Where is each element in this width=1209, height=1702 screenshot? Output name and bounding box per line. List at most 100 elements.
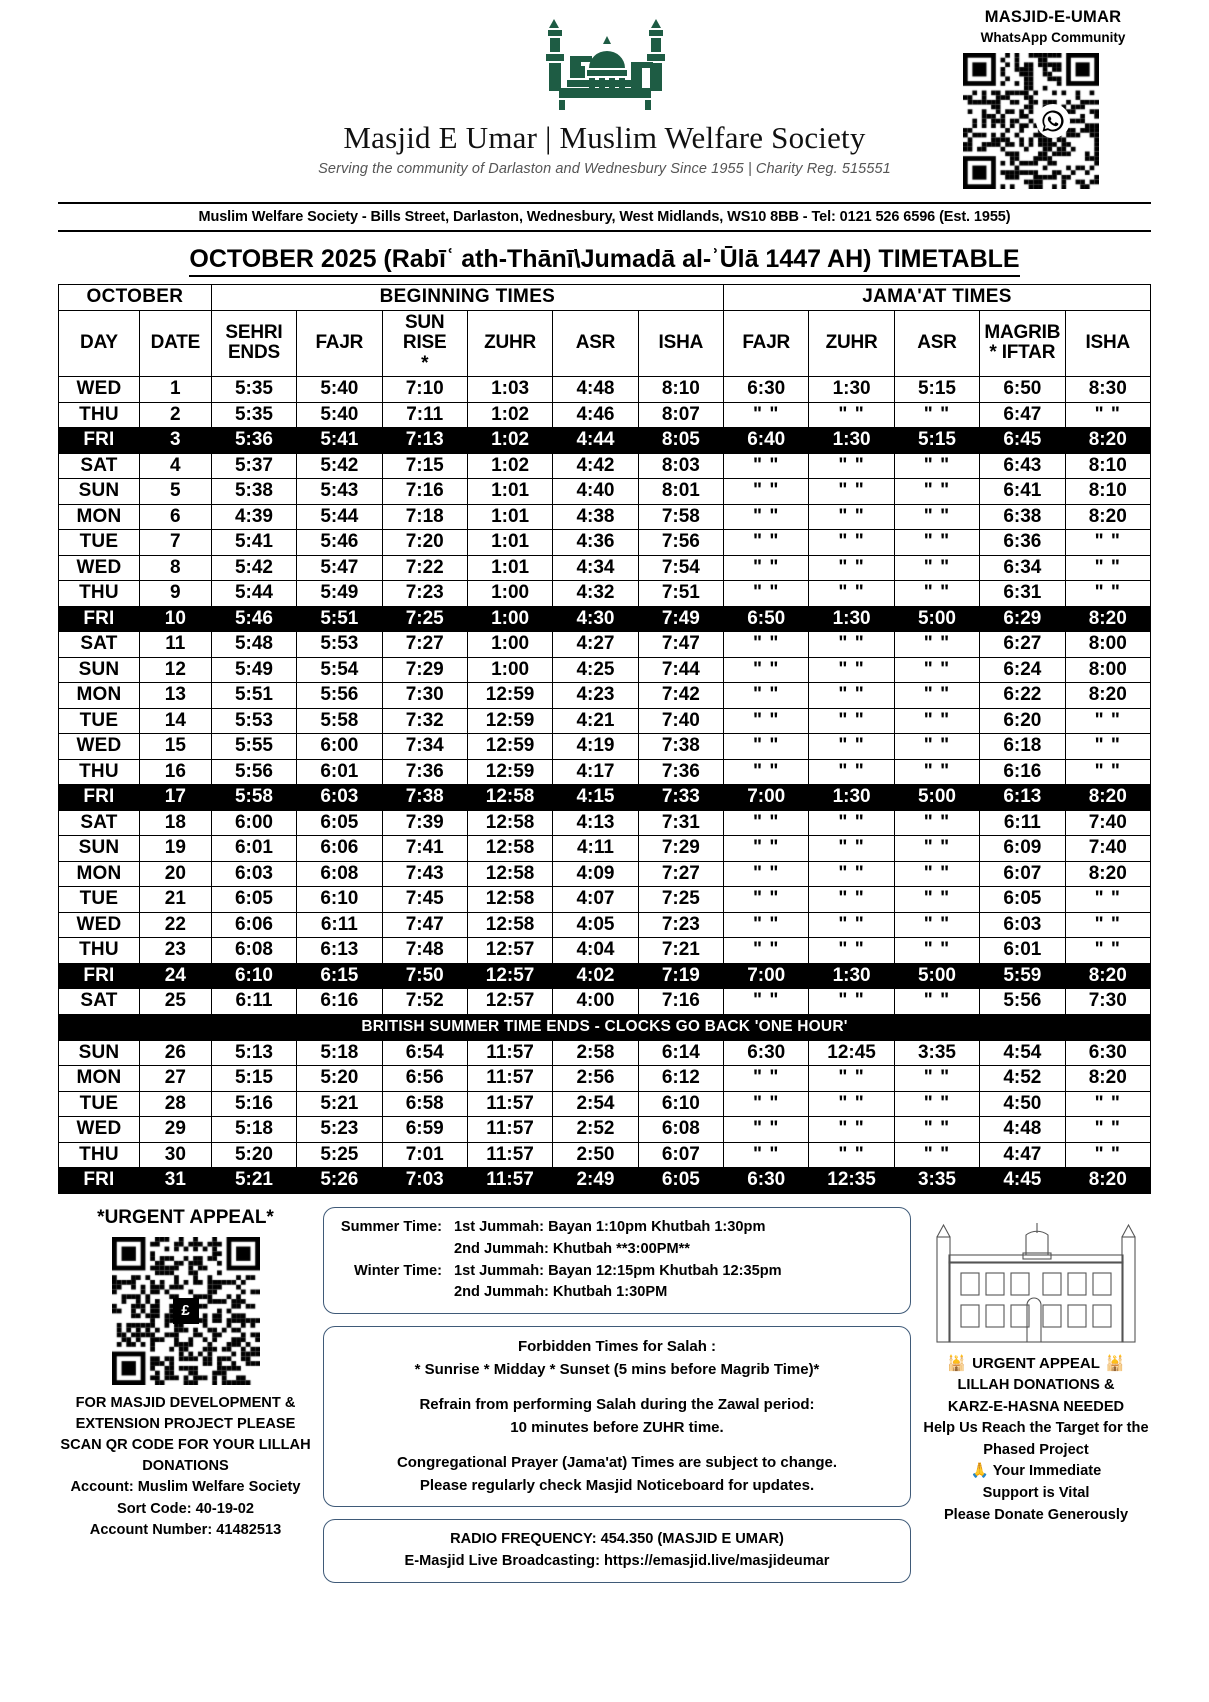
- cell-bfajr: 5:56: [296, 682, 383, 709]
- donation-details: FOR MASJID DEVELOPMENT & EXTENSION PROJEC…: [58, 1393, 313, 1541]
- cell-jasr: 3:35: [893, 1039, 981, 1067]
- donation-qr-code[interactable]: £: [58, 1236, 313, 1385]
- cell-sehri: 5:53: [210, 707, 298, 735]
- cell-sehri: 5:37: [210, 452, 298, 480]
- cell-jisha: 8:20: [1064, 860, 1152, 888]
- cell-sun: 7:15: [381, 452, 468, 480]
- cell-jzuhr: " ": [808, 733, 895, 760]
- cell-sun: 7:18: [381, 503, 468, 531]
- cell-day: FRI: [58, 962, 140, 990]
- cell-jisha: " ": [1064, 937, 1152, 964]
- divider-top: [58, 202, 1151, 204]
- radio-line-0: RADIO FREQUENCY: 454.350 (MASJID E UMAR): [450, 1531, 784, 1548]
- cell-day: SAT: [58, 452, 140, 480]
- cell-basr: 4:07: [552, 886, 639, 913]
- cell-jasr: " ": [893, 1116, 981, 1143]
- cell-basr: 4:21: [552, 707, 639, 735]
- cell-jasr: " ": [893, 478, 981, 505]
- cell-bzuhr: 11:57: [466, 1090, 554, 1118]
- jummah-value: 1st Jummah: Bayan 12:15pm Khutbah 12:35p…: [454, 1262, 782, 1279]
- cell-day: SUN: [58, 478, 140, 505]
- cell-sun: 7:16: [381, 478, 468, 505]
- cell-day: TUE: [58, 1090, 140, 1118]
- cell-day: FRI: [58, 427, 140, 454]
- cell-bisha: 7:21: [637, 937, 725, 964]
- cell-jisha: " ": [1064, 580, 1152, 607]
- cell-bisha: 7:44: [637, 656, 725, 684]
- cell-magrib: 6:07: [979, 860, 1066, 888]
- cell-sehri: 5:13: [210, 1039, 298, 1067]
- table-row: WED 1 5:35 5:40 7:10 1:03 4:48 8:10 6:30 1:30 5:15…: [58, 376, 1152, 403]
- jummah-value: 2nd Jummah: Khutbah **3:00PM**: [454, 1240, 690, 1257]
- cell-jzuhr: " ": [808, 1090, 895, 1118]
- cell-jisha: " ": [1064, 1141, 1152, 1169]
- cell-magrib: 6:43: [979, 452, 1066, 480]
- cell-bisha: 7:54: [637, 554, 725, 582]
- cell-date: 11: [138, 631, 212, 658]
- cell-day: WED: [58, 1116, 140, 1143]
- cell-jasr: " ": [893, 733, 981, 760]
- cell-sehri: 4:39: [210, 503, 298, 531]
- cell-bzuhr: 12:58: [466, 835, 554, 862]
- cell-bzuhr: 12:57: [466, 962, 554, 990]
- cell-day: TUE: [58, 886, 140, 913]
- cell-bfajr: 6:16: [296, 988, 383, 1015]
- cell-sun: 6:54: [381, 1039, 468, 1067]
- jummah-label: Winter Time:: [354, 1262, 442, 1279]
- cell-bfajr: 5:25: [296, 1141, 383, 1169]
- cell-date: 4: [138, 452, 212, 480]
- cell-jisha: 8:20: [1064, 784, 1152, 811]
- cell-jfajr: 7:00: [723, 784, 810, 811]
- masjid-title: Masjid E Umar | Muslim Welfare Society: [343, 120, 866, 155]
- cell-date: 15: [138, 733, 212, 760]
- bst-notice-row: BRITISH SUMMER TIME ENDS - CLOCKS GO BAC…: [58, 1013, 1151, 1041]
- cell-bfajr: 5:40: [296, 376, 383, 403]
- cell-jfajr: " ": [723, 1065, 810, 1092]
- donation-line-6: Account Number: 41482513: [89, 1521, 282, 1538]
- cell-date: 10: [138, 605, 212, 633]
- cell-jfajr: " ": [723, 656, 810, 684]
- cell-sun: 7:01: [381, 1141, 468, 1169]
- cell-basr: 4:04: [552, 937, 639, 964]
- mosque-glyph-icon: 🕌: [1105, 1354, 1125, 1372]
- column-header-bisha: ISHA: [637, 309, 725, 378]
- cell-sehri: 6:08: [210, 937, 298, 964]
- whatsapp-community-block: MASJID-E-UMAR WhatsApp Community: [963, 8, 1143, 189]
- cell-jzuhr: " ": [808, 631, 895, 658]
- cell-day: THU: [58, 937, 140, 964]
- cell-date: 23: [138, 937, 212, 964]
- cell-jisha: 8:20: [1064, 682, 1152, 709]
- cell-sehri: 5:36: [210, 427, 298, 454]
- cell-jfajr: " ": [723, 401, 810, 429]
- cell-sehri: 5:49: [210, 656, 298, 684]
- cell-sun: 7:22: [381, 554, 468, 582]
- cell-bfajr: 5:51: [296, 605, 383, 633]
- cell-sehri: 5:35: [210, 376, 298, 403]
- cell-bzuhr: 1:02: [466, 401, 554, 429]
- cell-jzuhr: " ": [808, 835, 895, 862]
- cell-jzuhr: 1:30: [808, 605, 895, 633]
- cell-jfajr: " ": [723, 452, 810, 480]
- cell-jfajr: 6:30: [723, 376, 810, 403]
- right-line-0: LILLAH DONATIONS &: [957, 1376, 1115, 1393]
- cell-jasr: 5:00: [893, 605, 981, 633]
- cell-basr: 4:32: [552, 580, 639, 607]
- praying-hands-icon: 🙏: [970, 1463, 989, 1480]
- forbidden-line-5: Please regularly check Masjid Noticeboar…: [419, 1476, 815, 1494]
- cell-sun: 7:38: [381, 784, 468, 811]
- cell-jasr: 3:35: [893, 1167, 981, 1194]
- donation-line-3: DONATIONS: [142, 1458, 229, 1475]
- cell-sun: 7:39: [381, 809, 468, 837]
- cell-date: 1: [138, 376, 212, 403]
- cell-basr: 4:25: [552, 656, 639, 684]
- cell-date: 16: [138, 758, 212, 786]
- urgent-appeal-left: *URGENT APPEAL* £ FOR MASJID DEVELOPMENT…: [58, 1207, 313, 1595]
- cell-basr: 4:23: [552, 682, 639, 709]
- cell-magrib: 4:48: [979, 1116, 1066, 1143]
- cell-sun: 7:41: [381, 835, 468, 862]
- cell-sun: 7:23: [381, 580, 468, 607]
- table-row: THU 2 5:35 5:40 7:11 1:02 4:46 8:07 " " " " " " 6:4…: [58, 401, 1152, 429]
- whatsapp-qr-code[interactable]: [963, 53, 1143, 189]
- cell-jfajr: " ": [723, 937, 810, 964]
- donation-line-5: Sort Code: 40-19-02: [116, 1500, 255, 1517]
